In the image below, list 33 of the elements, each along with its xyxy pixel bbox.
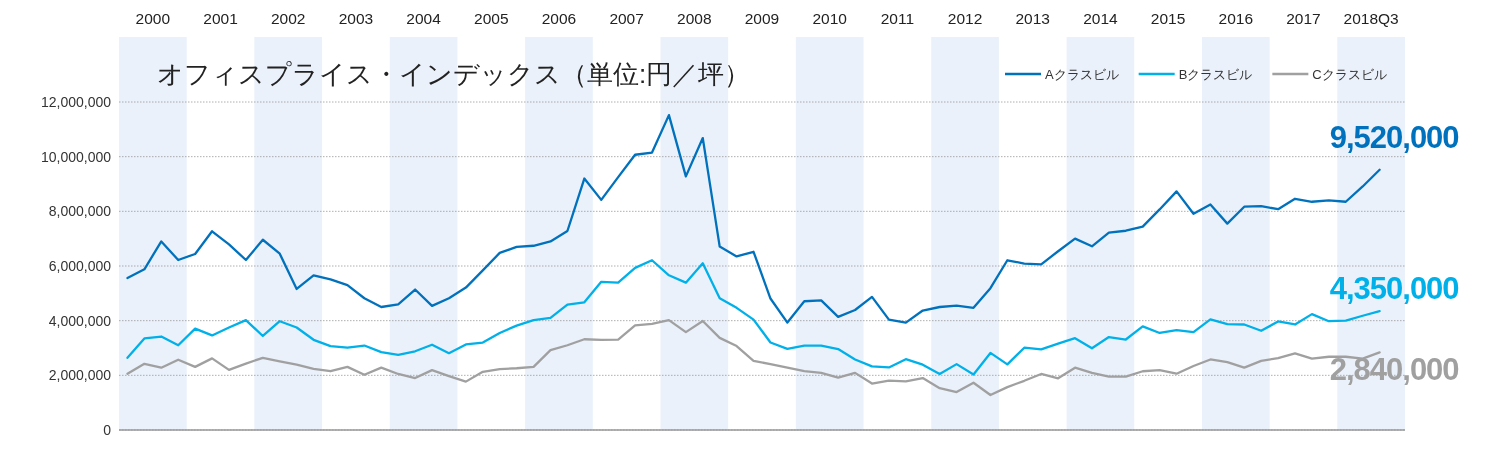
y-tick-label: 4,000,000 <box>48 312 112 329</box>
x-tick-label: 2014 <box>1083 10 1119 27</box>
y-tick-label: 0 <box>103 422 112 438</box>
x-tick-label: 2000 <box>135 10 171 27</box>
y-tick-label: 12,000,000 <box>40 94 112 110</box>
y-tick-label: 10,000,000 <box>40 148 112 165</box>
x-tick-label: 2013 <box>1015 10 1050 27</box>
x-tick-label: 2017 <box>1286 10 1321 27</box>
x-tick-label: 2015 <box>1150 10 1186 27</box>
data-label: 2,840,000 <box>1329 352 1459 388</box>
x-tick-label: 2007 <box>609 10 644 27</box>
x-tick-label: 2001 <box>203 10 238 27</box>
x-tick-label: 2002 <box>270 10 306 27</box>
x-tick-label: 2010 <box>812 10 848 27</box>
legend-label: Bクラスビル <box>1178 67 1253 82</box>
legend-label: Cクラスビル <box>1312 67 1387 82</box>
x-tick-label: 2011 <box>880 10 915 27</box>
data-label: 4,350,000 <box>1329 271 1459 307</box>
y-tick-label: 6,000,000 <box>48 258 112 274</box>
x-tick-label: 2008 <box>677 10 712 27</box>
x-tick-label: 2012 <box>947 10 983 27</box>
x-tick-label: 2009 <box>744 10 780 27</box>
x-tick-label: 2003 <box>338 10 374 27</box>
y-tick-label: 2,000,000 <box>48 367 112 384</box>
data-label: 9,520,000 <box>1329 119 1459 155</box>
x-tick-label: 2006 <box>541 10 577 27</box>
x-tick-label: 2018Q3 <box>1343 10 1399 27</box>
chart-title: オフィスプライス・インデックス（単位:円／坪） <box>157 59 751 89</box>
legend-label: Aクラスビル <box>1045 67 1119 82</box>
y-tick-label: 8,000,000 <box>48 203 112 220</box>
x-tick-label: 2005 <box>474 10 509 27</box>
x-tick-label: 2016 <box>1218 10 1254 27</box>
x-tick-label: 2004 <box>406 10 442 27</box>
